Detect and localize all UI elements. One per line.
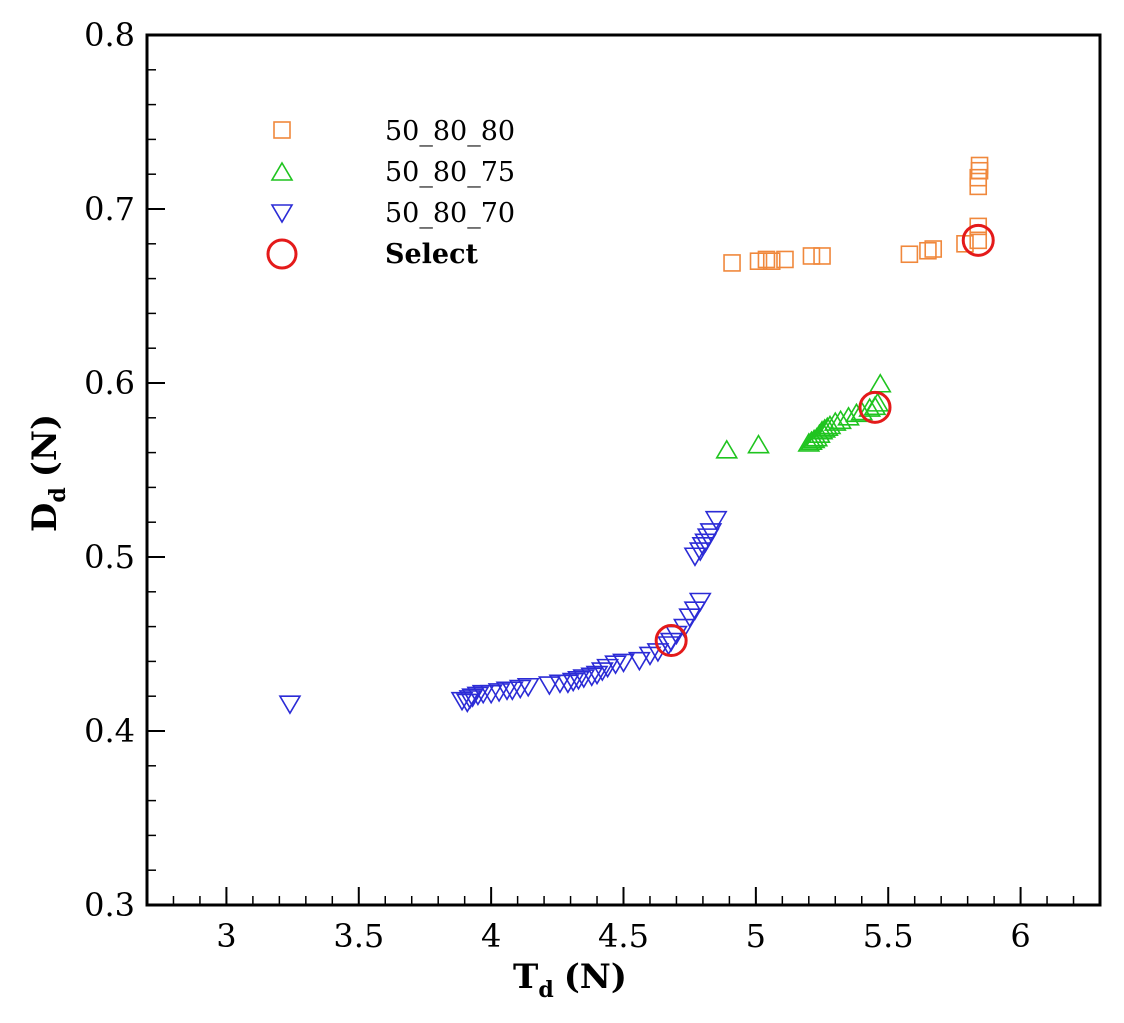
marker-50-80-70: [590, 662, 614, 682]
tick-labels: 3 3.5 4 4.5 5 5.5 6 0.3 0.4 0.5 0.6 0.7 0.8: [84, 16, 1031, 955]
x-tick-label: 5.5: [863, 917, 914, 955]
selected-markers: [654, 223, 995, 658]
x-tick-label: 4: [481, 917, 501, 955]
marker-50-80-80: [776, 250, 794, 269]
marker-50-80-80: [813, 247, 831, 265]
x-tick-label: 4.5: [598, 917, 649, 955]
marker-50-80-70: [479, 684, 503, 705]
marker-select: [961, 223, 995, 257]
marker-50-80-75: [868, 373, 892, 393]
marker-50-80-70: [561, 672, 585, 693]
marker-50-80-80: [900, 245, 919, 264]
marker-50-80-70: [278, 695, 302, 715]
marker-50-80-70: [585, 665, 609, 686]
data-markers: [278, 156, 989, 715]
y-axis-title: Dd (N): [25, 414, 71, 532]
marker-50-80-70: [487, 683, 511, 703]
marker-50-80-70: [683, 547, 707, 567]
marker-50-80-75: [866, 392, 890, 412]
x-axis-title-sub: d: [538, 977, 553, 1003]
legend-label-50-80-80: 50_80_80: [385, 116, 515, 147]
marker-50-80-80: [969, 168, 988, 187]
x-axis-title-unit: (N): [564, 957, 627, 997]
x-tick-label: 6: [1010, 917, 1030, 955]
marker-50-80-70: [461, 688, 485, 708]
legend-marker-50-80-80: [273, 121, 291, 139]
marker-select: [858, 390, 892, 424]
marker-50-80-80: [802, 247, 821, 265]
marker-50-80-70: [537, 676, 561, 696]
y-axis-title-main: D: [25, 503, 65, 532]
legend-marker-50-80-75: [270, 161, 294, 181]
legend-label-50-80-75: 50_80_75: [385, 157, 515, 188]
legend-marker-50-80-70: [270, 204, 294, 224]
x-axis-title-main: T: [513, 957, 538, 997]
x-tick-label: 3.5: [333, 917, 384, 955]
plot-frame: [145, 33, 1102, 907]
marker-50-80-80: [723, 254, 741, 272]
marker-50-80-80: [757, 250, 776, 269]
marker-50-80-70: [580, 667, 604, 687]
marker-50-80-70: [604, 655, 627, 675]
y-axis-title-sub: d: [45, 487, 71, 502]
marker-50-80-75: [800, 430, 823, 450]
y-tick-label: 0.3: [84, 886, 135, 924]
legend-label-select: Select: [385, 239, 479, 270]
marker-50-80-70: [627, 651, 651, 672]
marker-50-80-70: [500, 681, 524, 701]
marker-50-80-80: [919, 241, 937, 260]
marker-50-80-75: [747, 434, 770, 454]
marker-50-80-70: [688, 592, 712, 613]
marker-50-80-70: [450, 691, 474, 712]
y-tick-label: 0.8: [84, 16, 135, 54]
marker-50-80-70: [556, 674, 580, 694]
x-tick-label: 5: [746, 917, 766, 955]
y-tick-label: 0.6: [84, 364, 135, 402]
marker-50-80-70: [699, 523, 723, 543]
marker-50-80-75: [858, 397, 882, 417]
legend-marker-select: [266, 238, 298, 270]
marker-50-80-70: [704, 510, 728, 531]
marker-50-80-70: [572, 669, 596, 689]
y-axis-title-unit: (N): [25, 414, 65, 477]
marker-50-80-70: [508, 679, 532, 700]
minor-ticks: [146, 34, 1101, 906]
marker-select: [654, 624, 688, 658]
y-tick-label: 0.4: [84, 712, 135, 750]
marker-50-80-80: [970, 161, 989, 180]
marker-50-80-80: [924, 240, 943, 258]
major-ticks: [147, 34, 1022, 906]
marker-50-80-70: [466, 686, 490, 707]
marker-50-80-70: [567, 671, 590, 691]
marker-50-80-80: [762, 252, 781, 270]
legend-label-50-80-70: 50_80_70: [385, 198, 515, 229]
marker-50-80-75: [715, 439, 739, 459]
marker-50-80-80: [970, 156, 989, 175]
marker-50-80-75: [829, 409, 852, 430]
marker-50-80-70: [638, 646, 662, 667]
y-tick-label: 0.7: [84, 190, 135, 228]
legend: 50_80_80 50_80_75 50_80_70 Select: [266, 116, 515, 270]
x-tick-label: 3: [216, 917, 236, 955]
x-axis-title: Td (N): [513, 957, 627, 1003]
marker-50-80-80: [969, 231, 988, 250]
marker-50-80-75: [818, 414, 842, 435]
marker-50-80-70: [612, 653, 635, 673]
y-tick-label: 0.5: [84, 538, 135, 576]
marker-50-80-70: [516, 677, 540, 698]
